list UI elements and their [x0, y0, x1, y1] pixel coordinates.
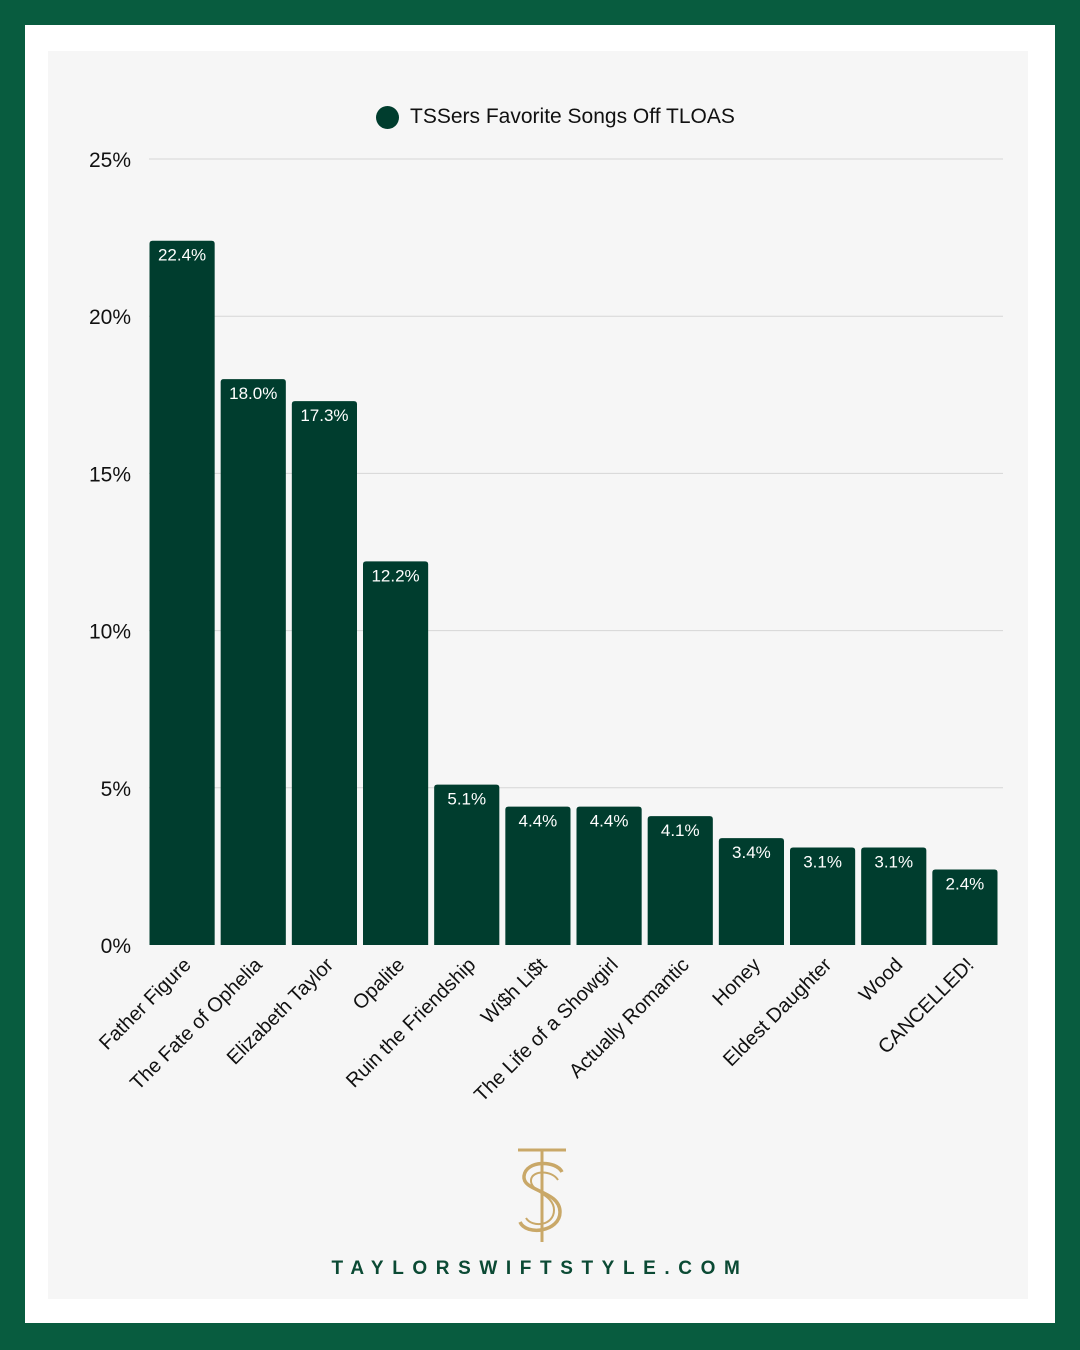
x-tick-label: Ruin the Friendship [342, 954, 480, 1092]
x-tick-label: The Life of a Showgirl [470, 954, 622, 1106]
x-tick-label: The Fate of Ophelia [126, 953, 267, 1094]
x-tick-label: Wood [855, 954, 907, 1006]
bar [220, 379, 286, 946]
x-tick-label: Actually Romantic [565, 954, 694, 1083]
bar-value-label: 3.1% [874, 853, 913, 872]
site-url: TAYLORSWIFTSTYLE.COM [331, 1258, 749, 1279]
y-tick-label: 20% [89, 306, 131, 329]
bar [434, 784, 500, 945]
bar-value-label: 4.4% [519, 812, 558, 831]
bar [576, 806, 642, 945]
value-labels: 22.4% 18.0% 17.3% 12.2% 5.1% 4.4% 4.4% 4.1% 3.4%… [158, 246, 984, 894]
x-tick-label: Honey [709, 954, 765, 1010]
legend-label: TSSers Favorite Songs Off TLOAS [410, 105, 735, 128]
bar-value-label: 4.1% [661, 821, 700, 840]
y-tick-label: 5% [101, 778, 131, 801]
bar [363, 561, 429, 945]
chart-legend: TSSers Favorite Songs Off TLOAS [376, 102, 735, 132]
y-axis-ticks: 0% 5% 10% 15% 20% 25% [89, 149, 131, 958]
y-tick-label: 25% [89, 149, 131, 172]
bar-value-label: 12.2% [371, 566, 419, 585]
y-tick-label: 0% [101, 935, 131, 958]
bar [647, 816, 713, 945]
bar [505, 806, 571, 945]
bar-value-label: 4.4% [590, 812, 629, 831]
gridlines [149, 158, 1003, 789]
bar-value-label: 22.4% [158, 246, 206, 265]
bars [149, 240, 998, 946]
bar [861, 847, 927, 945]
bar [790, 847, 856, 945]
bar-value-label: 3.4% [732, 843, 771, 862]
bar [718, 838, 784, 945]
bar-value-label: 3.1% [803, 853, 842, 872]
bar-value-label: 2.4% [946, 875, 985, 894]
legend-marker [376, 105, 399, 129]
bar [932, 869, 998, 945]
y-tick-label: 10% [89, 621, 131, 644]
bar-value-label: 17.3% [300, 406, 348, 425]
bar-value-label: 5.1% [447, 790, 486, 809]
bar [149, 240, 215, 945]
x-tick-label: Opalite [349, 954, 409, 1014]
x-tick-label: Wi$h Li$t [477, 954, 552, 1029]
bar [291, 401, 357, 945]
y-tick-label: 15% [89, 463, 131, 486]
ts-monogram-logo [518, 1148, 566, 1242]
bar-value-label: 18.0% [229, 384, 277, 403]
